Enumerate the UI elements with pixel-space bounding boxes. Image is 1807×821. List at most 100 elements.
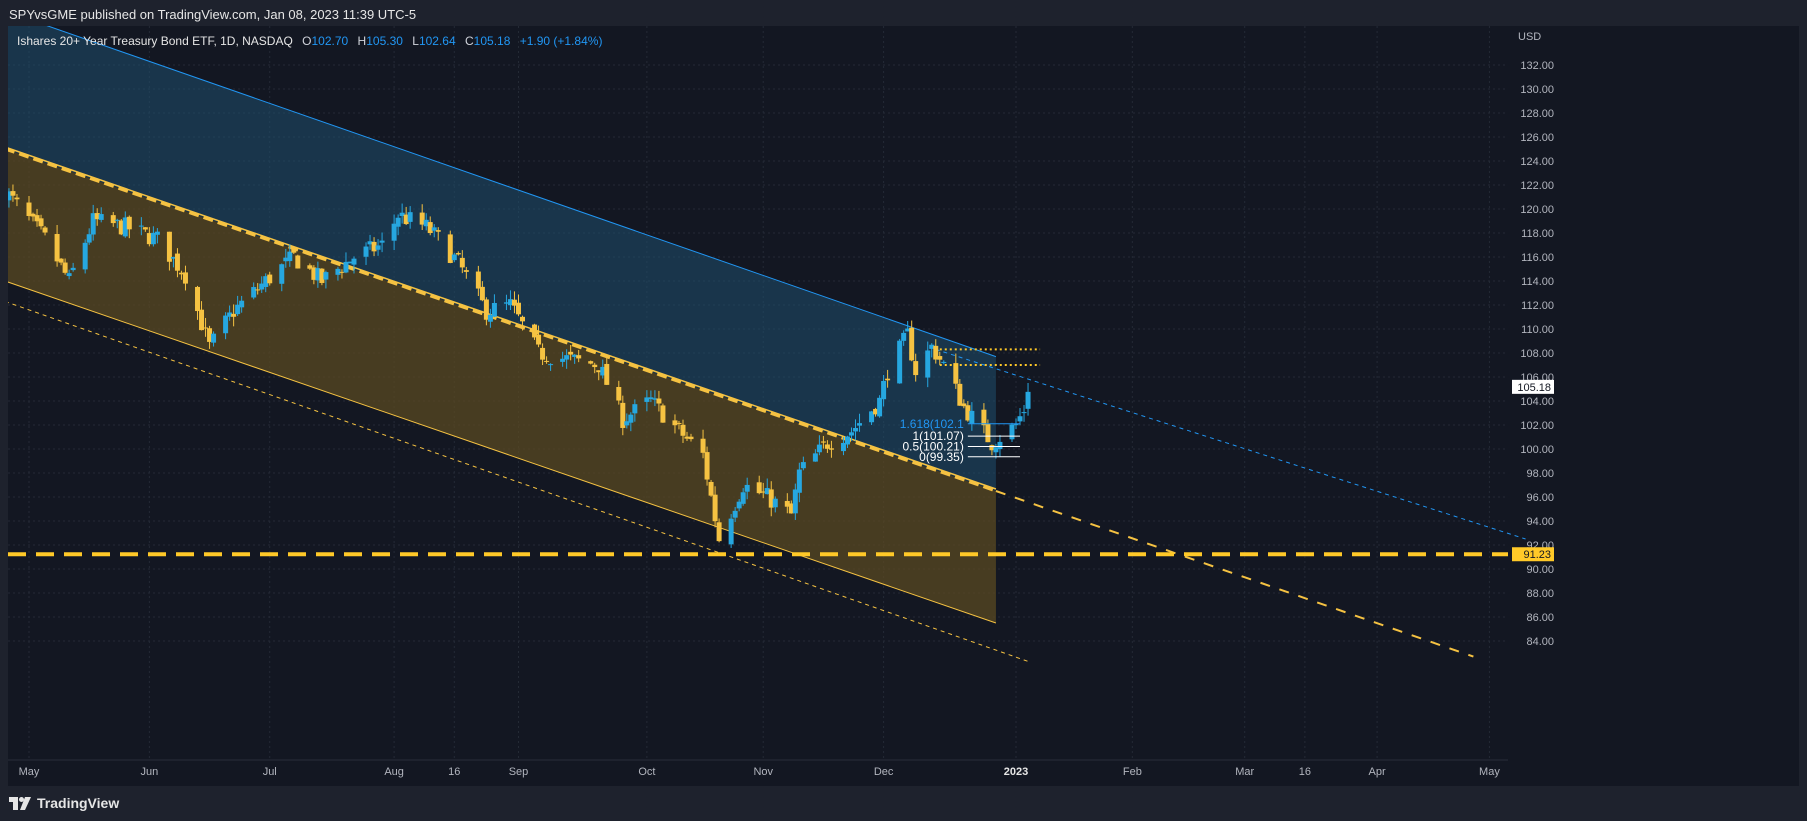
- candle-body: [800, 462, 806, 469]
- candle-body: [881, 381, 887, 400]
- candle-body: [708, 481, 714, 496]
- y-tick-label: 130.00: [1520, 84, 1554, 96]
- channel-midline[interactable]: [8, 148, 997, 493]
- candle-body: [10, 191, 16, 196]
- upper-channel-line[interactable]: [8, 26, 997, 358]
- candle-body: [840, 442, 846, 452]
- low-label: L: [412, 34, 419, 48]
- candle-body: [114, 219, 120, 221]
- candle-body: [62, 262, 68, 273]
- candle-body: [351, 258, 357, 265]
- candle-body: [849, 432, 854, 436]
- candle-body: [142, 227, 148, 230]
- candle-body: [118, 220, 124, 235]
- candle-body: [828, 448, 834, 450]
- candle-body: [592, 364, 598, 368]
- y-tick-label: 96.00: [1526, 492, 1554, 504]
- lower-channel-fill: [8, 150, 996, 623]
- candle-body: [70, 267, 76, 271]
- publish-header: SPYvsGME published on TradingView.com, J…: [0, 0, 1807, 26]
- candle-body: [363, 246, 369, 257]
- candle-body: [768, 489, 774, 508]
- candle-body: [728, 518, 734, 545]
- lower-channel-line[interactable]: [8, 281, 997, 624]
- projection-line[interactable]: [995, 490, 1474, 658]
- tradingview-logo[interactable]: TradingView: [9, 795, 119, 811]
- level-price-tag: [1512, 547, 1554, 562]
- fib-level-label: 1(101.07): [912, 429, 963, 443]
- tradingview-brand: TradingView: [37, 795, 120, 811]
- y-tick-label: 88.00: [1526, 588, 1554, 600]
- candle-body: [576, 355, 582, 359]
- candle-body: [540, 347, 546, 360]
- close-label: C: [465, 34, 474, 48]
- resistance-extension-line[interactable]: [935, 348, 1526, 540]
- candle-body: [431, 227, 437, 231]
- candle-body: [34, 215, 40, 222]
- candle-body: [925, 350, 931, 378]
- x-tick-label: Feb: [1123, 766, 1142, 778]
- candle-body: [568, 351, 574, 355]
- candle-body: [287, 251, 293, 262]
- x-tick-label: 16: [448, 766, 460, 778]
- candle-body: [199, 309, 205, 331]
- chart-pane[interactable]: 1.618(102.1 1(101.07) 0.5(100.21) 0(99.35) U…: [8, 26, 1799, 786]
- y-tick-label: 126.00: [1520, 132, 1554, 144]
- open-label: O: [302, 34, 312, 48]
- candle-body: [459, 257, 465, 268]
- candle-body: [507, 299, 513, 306]
- candle-body: [223, 315, 229, 334]
- candle-body: [812, 453, 818, 462]
- candle-body: [283, 257, 289, 262]
- candle-body: [483, 299, 489, 320]
- candle-body: [231, 313, 237, 317]
- x-tick-label: Jul: [263, 766, 277, 778]
- candle-body: [203, 327, 209, 329]
- fib-level-label: 1.618(102.1: [900, 417, 964, 431]
- candle-body: [1013, 424, 1019, 426]
- candle-body: [520, 316, 525, 322]
- candle-body: [54, 234, 60, 262]
- candle-body: [909, 327, 915, 361]
- candle-body: [487, 314, 493, 322]
- x-tick-label: Apr: [1369, 766, 1386, 778]
- y-tick-label: 108.00: [1520, 348, 1554, 360]
- candle-body: [953, 363, 959, 384]
- tradingview-logo-icon: [9, 796, 31, 810]
- candle-body: [38, 218, 44, 227]
- y-tick-label: 98.00: [1526, 468, 1554, 480]
- candle-body: [267, 274, 273, 284]
- candle-body: [981, 409, 987, 426]
- candle-body: [1021, 412, 1027, 414]
- candle-body: [536, 334, 542, 345]
- candle-body: [901, 332, 907, 341]
- candle-body: [997, 441, 1003, 450]
- candle-body: [315, 268, 321, 281]
- candle-body: [146, 233, 152, 245]
- x-tick-label: Oct: [638, 766, 655, 778]
- candle-body: [885, 378, 891, 381]
- candle-body: [239, 300, 245, 308]
- candle-body: [375, 245, 381, 250]
- candle-body: [680, 424, 686, 436]
- candle-body: [195, 286, 201, 312]
- x-tick-label: 16: [1299, 766, 1311, 778]
- candle-body: [154, 231, 160, 235]
- x-tick-label: Mar: [1235, 766, 1254, 778]
- candle-body: [632, 404, 638, 414]
- y-tick-label: 118.00: [1521, 228, 1554, 240]
- candle-body: [1025, 391, 1031, 409]
- y-tick-label: 114.00: [1521, 276, 1554, 288]
- candle-body: [764, 488, 770, 495]
- candle-body: [319, 268, 325, 283]
- candle-body: [511, 299, 517, 306]
- channel-midline-solid[interactable]: [8, 147, 997, 490]
- candle-body: [756, 482, 762, 494]
- candle-body: [788, 503, 794, 514]
- y-tick-label: 100.00: [1520, 444, 1554, 456]
- price-chart[interactable]: 1.618(102.11(101.07)0.5(100.21)0(99.35) U…: [8, 26, 1799, 786]
- candle-body: [463, 270, 469, 272]
- publish-info: SPYvsGME published on TradingView.com, J…: [9, 7, 417, 22]
- candle-body: [339, 271, 345, 273]
- candle-body: [604, 363, 610, 385]
